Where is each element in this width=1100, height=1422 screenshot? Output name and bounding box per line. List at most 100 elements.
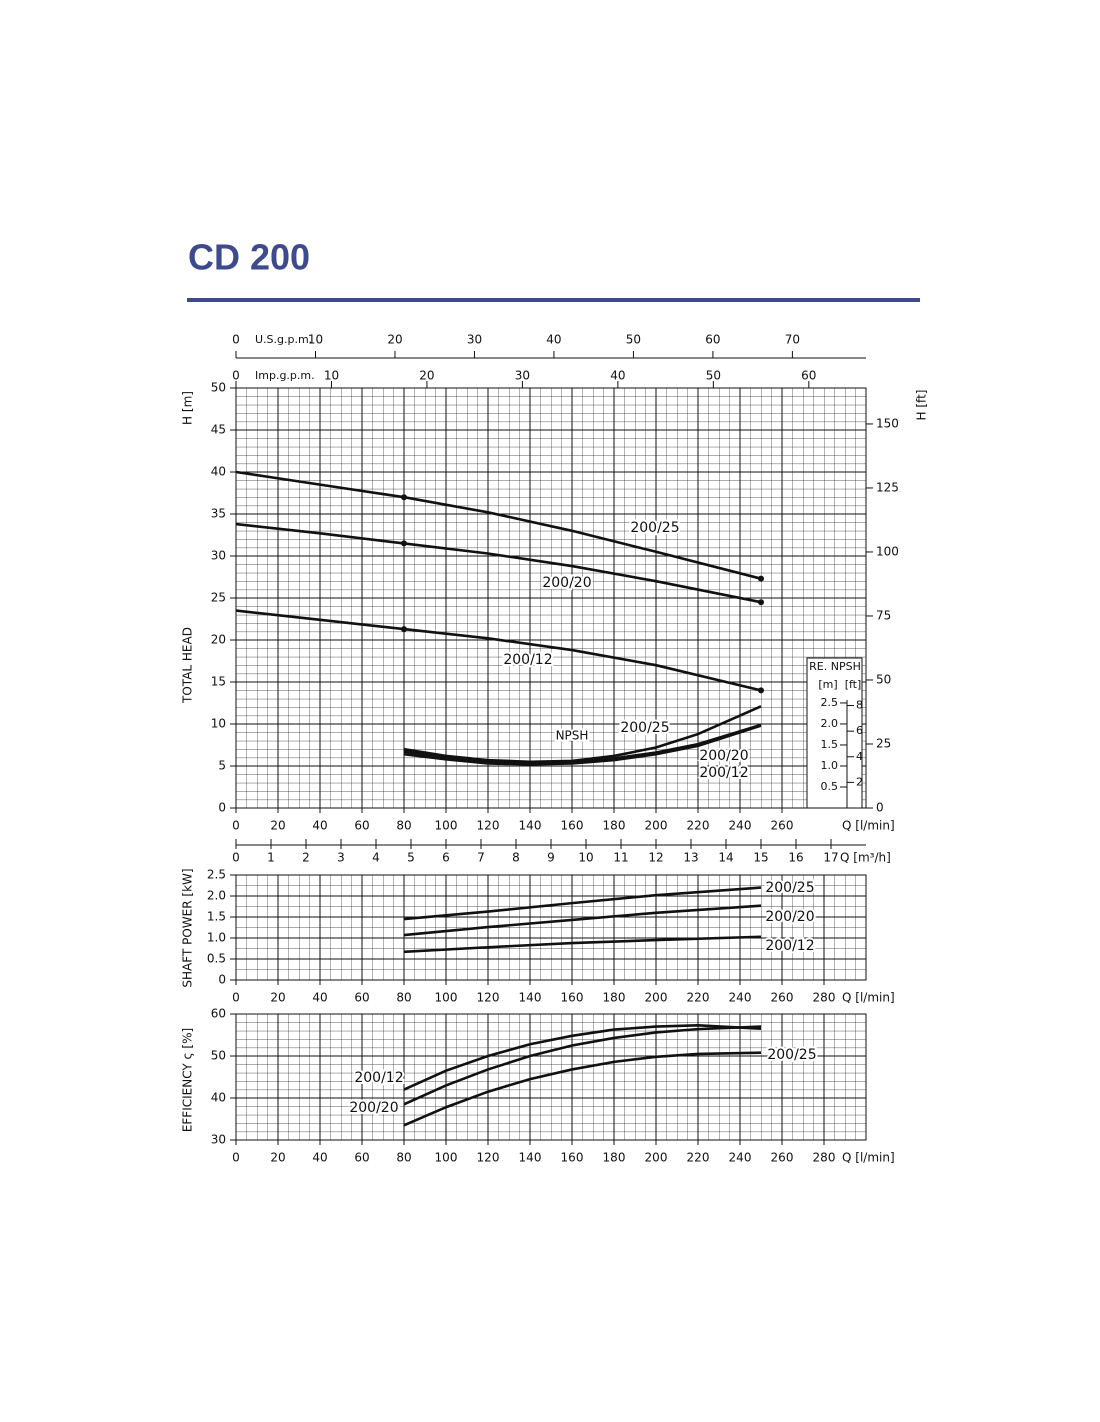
x-axis-label: Q [l/min] (842, 1151, 895, 1165)
top-axis-tick-label: 60 (801, 369, 816, 383)
x-tick-label: 280 (813, 1151, 836, 1165)
npsh-unit: [ft] (845, 678, 862, 691)
y-tick-label: 1.5 (207, 910, 226, 924)
m3h-axis-tick-label: 3 (337, 851, 345, 865)
curve-label: 200/20 (699, 748, 748, 764)
curve-point (758, 599, 764, 606)
y-tick-label: 0.5 (207, 952, 226, 966)
m3h-axis-tick-label: 16 (788, 851, 803, 865)
npsh-tick-label: 4 (856, 750, 863, 763)
top-axis-tick-label: 40 (546, 333, 561, 347)
x-tick-label: 40 (312, 991, 327, 1005)
y-tick-label: 50 (211, 1049, 226, 1063)
curve (403, 935, 762, 954)
curve (403, 705, 762, 764)
x-tick-label: 80 (396, 991, 411, 1005)
title-rule (187, 298, 920, 302)
x-tick-label: 0 (232, 819, 240, 833)
curve-label: 200/20 (349, 1100, 398, 1116)
m3h-axis-tick-label: 15 (753, 851, 768, 865)
y2-tick-label: 75 (876, 608, 891, 622)
top-axis-tick-label: 40 (610, 369, 625, 383)
x-tick-label: 60 (354, 1151, 369, 1165)
curve-label: 200/25 (765, 880, 814, 896)
plot-grid (236, 1014, 866, 1140)
m3h-axis-tick-label: 14 (718, 851, 733, 865)
curve (403, 1051, 762, 1127)
m3h-axis-tick-label: 7 (477, 851, 485, 865)
curve-label: 200/25 (620, 720, 669, 736)
top-axis-tick-label: 0 (232, 369, 240, 383)
top-axis-tick-label: 20 (387, 333, 402, 347)
x-tick-label: 80 (396, 1151, 411, 1165)
m3h-axis-tick-label: 5 (407, 851, 415, 865)
x-tick-label: 260 (771, 991, 794, 1005)
y-tick-label: 1.0 (207, 931, 226, 945)
x-tick-label: 0 (232, 991, 240, 1005)
npsh-unit: [m] (818, 678, 837, 691)
x-tick-label: 60 (354, 991, 369, 1005)
m3h-axis-tick-label: 2 (302, 851, 310, 865)
m3h-axis-tick-label: 10 (578, 851, 593, 865)
top-axis-label: Imp.g.p.m. (255, 369, 315, 382)
y-tick-label: 2.5 (207, 868, 226, 882)
npsh-tick-label: 0.5 (821, 780, 839, 793)
x-tick-label: 140 (519, 819, 542, 833)
curve-label: 200/25 (630, 520, 679, 536)
y-tick-label: 30 (211, 1133, 226, 1147)
top-axis-tick-label: 20 (419, 369, 434, 383)
top-axis-tick-label: 60 (705, 333, 720, 347)
curve (403, 724, 762, 766)
page-title: CD 200 (188, 237, 310, 278)
y-axis-label: H [m] (181, 391, 195, 425)
m3h-axis-tick-label: 9 (547, 851, 555, 865)
m3h-axis-tick-label: 11 (613, 851, 628, 865)
curve (235, 522, 762, 604)
y-axis-label: EFFICIENCY ς [%] (181, 1028, 195, 1132)
x-tick-label: 160 (561, 819, 584, 833)
npsh-tick-label: 1.5 (821, 738, 839, 751)
x-tick-label: 140 (519, 991, 542, 1005)
x-tick-label: 60 (354, 819, 369, 833)
y-tick-label: 25 (211, 591, 226, 605)
x-tick-label: 240 (729, 991, 752, 1005)
y-axis-label: TOTAL HEAD (181, 627, 195, 704)
x-tick-label: 120 (477, 819, 500, 833)
x-tick-label: 40 (312, 1151, 327, 1165)
curve-point (401, 626, 407, 633)
x-tick-label: 140 (519, 1151, 542, 1165)
curve (403, 1025, 762, 1106)
curve (403, 904, 762, 937)
x-tick-label: 180 (603, 991, 626, 1005)
m3h-axis-tick-label: 12 (648, 851, 663, 865)
y-tick-label: 20 (211, 633, 226, 647)
curve-label: 200/12 (765, 938, 814, 954)
npsh-tick-label: 2.0 (821, 717, 839, 730)
top-axis-tick-label: 10 (308, 333, 323, 347)
y-tick-label: 5 (218, 759, 226, 773)
x-tick-label: 40 (312, 819, 327, 833)
npsh-tick-label: 2 (856, 775, 863, 788)
curve-label: 200/12 (503, 652, 552, 668)
y2-tick-label: 50 (876, 672, 891, 686)
curve-point (758, 687, 764, 694)
x-tick-label: 240 (729, 1151, 752, 1165)
y-tick-label: 30 (211, 549, 226, 563)
x-tick-label: 160 (561, 1151, 584, 1165)
top-axis-tick-label: 30 (515, 369, 530, 383)
x-tick-label: 20 (270, 819, 285, 833)
x-tick-label: 220 (687, 1151, 710, 1165)
y-tick-label: 40 (211, 1091, 226, 1105)
x-tick-label: 0 (232, 1151, 240, 1165)
curve (403, 1024, 762, 1091)
x-tick-label: 20 (270, 991, 285, 1005)
curve-label: 200/20 (765, 909, 814, 925)
x-tick-label: 200 (645, 991, 668, 1005)
y2-tick-label: 100 (876, 544, 899, 558)
x-tick-label: 200 (645, 819, 668, 833)
x-tick-label: 260 (771, 1151, 794, 1165)
curve (235, 609, 762, 692)
y2-tick-label: 0 (876, 801, 884, 815)
plot-grid (236, 875, 866, 980)
m3h-axis-label: Q [m³/h] (840, 851, 891, 865)
